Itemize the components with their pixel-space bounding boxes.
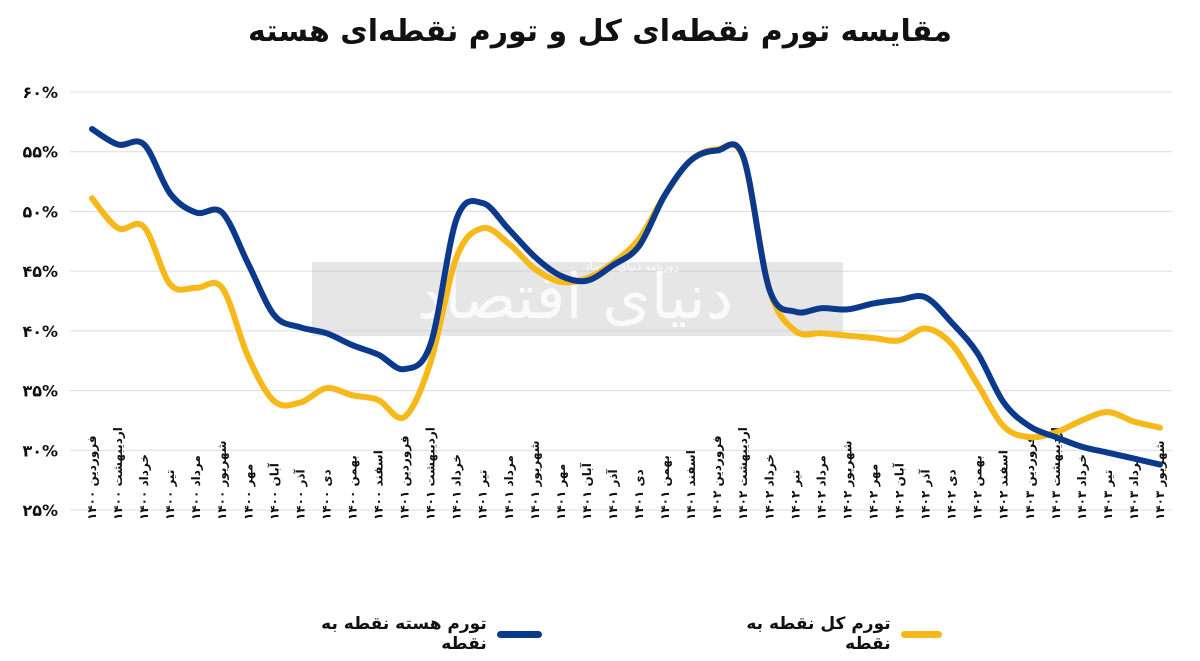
x-tick-label: آبان ۱۴۰۰	[266, 462, 281, 520]
x-tick-label: مهر ۱۴۰۱	[554, 464, 568, 520]
x-tick-label: آبان ۱۴۰۱	[579, 462, 594, 520]
x-tick-label: مرداد ۱۴۰۱	[502, 455, 516, 520]
x-tick-label: تیر ۱۴۰۳	[1101, 470, 1115, 520]
x-tick-label: شهریور ۱۴۰۳	[1153, 440, 1168, 520]
y-tick-label: ۲۵%	[22, 501, 58, 520]
legend-swatch-core	[496, 630, 542, 638]
x-tick-label: اسفند ۱۴۰۱	[684, 450, 698, 520]
legend-item-total: تورم کل نقطه به نقطه	[722, 614, 942, 654]
x-tick-label: اردیبهشت ۱۴۰۰	[111, 427, 125, 520]
x-tick-label: شهریور ۱۴۰۱	[528, 440, 543, 520]
legend-label-core: تورم هسته نقطه به نقطه	[321, 614, 487, 654]
x-tick-label: مرداد ۱۴۰۳	[1127, 455, 1141, 520]
x-tick-label: مهر ۱۴۰۰	[241, 464, 255, 520]
x-tick-label: خرداد ۱۴۰۲	[762, 454, 776, 520]
legend-item-core: تورم هسته نقطه به نقطه	[282, 614, 542, 654]
x-tick-label: اسفند ۱۴۰۲	[997, 450, 1011, 520]
x-tick-label: مرداد ۱۴۰۲	[814, 455, 828, 520]
x-tick-label: فروردین ۱۴۰۳	[1023, 435, 1038, 520]
x-tick-label: دی ۱۴۰۰	[319, 469, 333, 520]
x-tick-label: بهمن ۱۴۰۰	[345, 455, 359, 520]
x-tick-label: تیر ۱۴۰۲	[788, 470, 802, 520]
x-tick-label: اردیبهشت ۱۴۰۲	[736, 427, 750, 520]
x-tick-label: فروردین ۱۴۰۱	[398, 435, 413, 520]
x-tick-label: تیر ۱۴۰۱	[476, 470, 490, 520]
x-tick-label: آذر ۱۴۰۲	[918, 468, 933, 520]
x-tick-label: بهمن ۱۴۰۱	[658, 455, 672, 520]
x-axis: فروردین ۱۴۰۰ اردیبهشت ۱۴۰۰ خرداد ۱۴۰۰ تیر ۱…	[85, 427, 1168, 520]
y-tick-label: ۴۰%	[22, 322, 58, 341]
y-tick-label: ۳۵%	[22, 382, 58, 401]
watermark: دنیای اقتصاد روزنامه دنیای اقتصاد	[312, 260, 843, 336]
watermark-band	[312, 262, 843, 336]
legend-swatch-total	[900, 630, 942, 638]
x-tick-label: فروردین ۱۴۰۰	[85, 435, 100, 520]
x-tick-label: بهمن ۱۴۰۲	[971, 455, 985, 520]
y-axis: ۶۰% ۵۵% ۵۰% ۴۵% ۴۰% ۳۵% ۳۰% ۲۵%	[22, 83, 58, 520]
y-tick-label: ۵۰%	[22, 202, 58, 221]
x-tick-label: مرداد ۱۴۰۰	[189, 455, 203, 520]
series-line-core	[89, 126, 1163, 468]
x-tick-label: خرداد ۱۴۰۰	[137, 454, 151, 520]
watermark-logo: دنیای اقتصاد	[417, 260, 734, 333]
y-tick-label: ۳۰%	[22, 441, 58, 460]
x-tick-label: دی ۱۴۰۱	[632, 469, 646, 520]
x-tick-label: شهریور ۱۴۰۲	[840, 440, 855, 520]
x-tick-label: دی ۱۴۰۲	[945, 469, 959, 520]
x-tick-label: اسفند ۱۴۰۰	[372, 450, 386, 520]
x-tick-label: آذر ۱۴۰۰	[292, 468, 307, 520]
x-tick-label: اردیبهشت ۱۴۰۱	[424, 427, 438, 520]
x-tick-label: مهر ۱۴۰۲	[866, 464, 880, 520]
legend-label-total: تورم کل نقطه به نقطه	[746, 614, 891, 654]
x-tick-label: اردیبهشت ۱۴۰۳	[1049, 427, 1063, 520]
series-line-total	[89, 141, 1163, 441]
chart-title: مقایسه تورم نقطه‌ای کل و تورم نقطه‌ای هس…	[248, 14, 952, 49]
x-tick-label: آبان ۱۴۰۲	[892, 462, 907, 520]
x-tick-label: خرداد ۱۴۰۱	[450, 454, 464, 520]
x-tick-label: آذر ۱۴۰۱	[605, 468, 620, 520]
x-tick-label: فروردین ۱۴۰۲	[710, 435, 725, 520]
x-tick-label: شهریور ۱۴۰۰	[215, 440, 230, 520]
series-lines	[89, 126, 1163, 468]
y-tick-label: ۴۵%	[22, 262, 58, 281]
y-tick-label: ۶۰%	[22, 83, 58, 102]
x-tick-label: تیر ۱۴۰۰	[163, 470, 177, 520]
x-tick-label: خرداد ۱۴۰۳	[1075, 454, 1089, 520]
y-tick-label: ۵۵%	[22, 143, 58, 162]
